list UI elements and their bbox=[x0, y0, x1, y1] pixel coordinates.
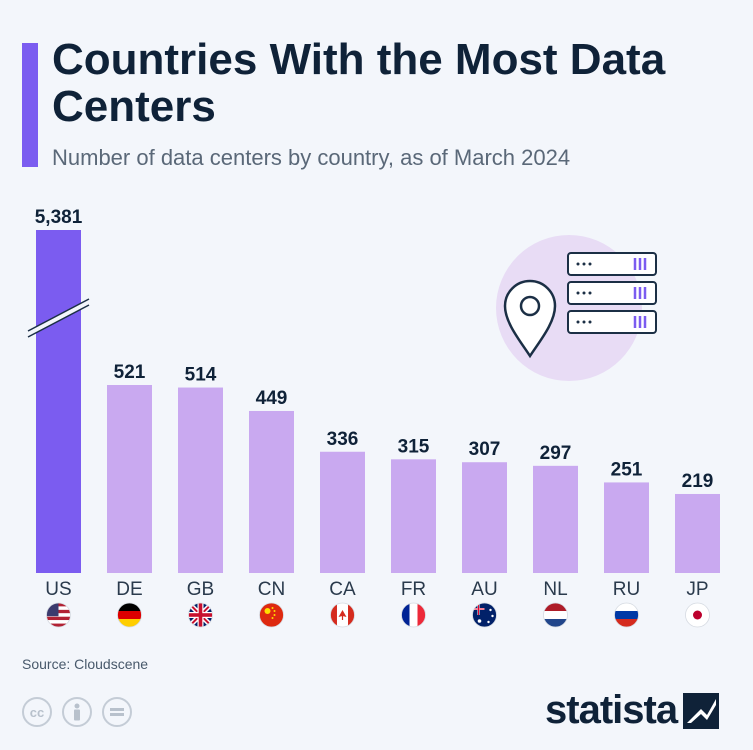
server-location-illustration bbox=[496, 235, 657, 381]
brand-name: statista bbox=[545, 688, 678, 732]
license-icons: cc bbox=[22, 697, 132, 727]
bar-cn[interactable] bbox=[249, 410, 294, 573]
bar-us[interactable] bbox=[36, 230, 81, 573]
server-rack-icon bbox=[567, 252, 657, 334]
source-note: Source: Cloudscene bbox=[22, 656, 149, 672]
flag-fr-icon bbox=[401, 602, 426, 628]
bar-fr[interactable] bbox=[391, 459, 436, 573]
bar-de[interactable] bbox=[107, 385, 152, 573]
axis-break-line-upper bbox=[27, 298, 90, 332]
category-label-jp: JP bbox=[686, 579, 708, 600]
cc-icon[interactable]: cc bbox=[22, 697, 52, 727]
bar-au[interactable] bbox=[462, 462, 507, 573]
flag-jp-icon bbox=[685, 602, 710, 628]
location-pin-icon bbox=[503, 279, 557, 359]
flag-au-icon bbox=[472, 602, 497, 628]
value-label-de: 521 bbox=[114, 362, 146, 383]
flag-ru-icon bbox=[614, 602, 639, 628]
bar-ru[interactable] bbox=[604, 482, 649, 573]
bar-jp[interactable] bbox=[675, 493, 720, 573]
category-label-ru: RU bbox=[613, 579, 640, 600]
category-label-cn: CN bbox=[258, 579, 285, 600]
value-label-gb: 514 bbox=[185, 365, 217, 386]
value-label-us: 5,381 bbox=[35, 207, 83, 228]
bar-chart: 5,381 521 514 449 336 315 307 297 251 219 US DE GB C… bbox=[27, 207, 720, 628]
flag-de-icon bbox=[117, 602, 142, 628]
axis-break-line-lower bbox=[27, 304, 90, 338]
flag-gb-icon bbox=[188, 602, 213, 628]
category-label-fr: FR bbox=[401, 579, 426, 600]
no-derivatives-icon[interactable] bbox=[102, 697, 132, 727]
flag-ca-icon bbox=[330, 602, 355, 628]
category-label-de: DE bbox=[116, 579, 142, 600]
statista-logo[interactable]: statista bbox=[545, 688, 720, 733]
value-label-fr: 315 bbox=[398, 436, 430, 457]
category-label-nl: NL bbox=[543, 579, 567, 600]
chart-title: Countries With the Most Data Centers bbox=[52, 35, 666, 131]
category-label-us: US bbox=[45, 579, 71, 600]
flag-cn-icon bbox=[259, 602, 284, 628]
value-label-au: 307 bbox=[469, 439, 501, 460]
value-label-ru: 251 bbox=[611, 459, 643, 480]
value-label-cn: 449 bbox=[256, 388, 288, 409]
flag-nl-icon bbox=[543, 602, 568, 628]
value-label-nl: 297 bbox=[540, 443, 572, 464]
value-label-ca: 336 bbox=[327, 429, 359, 450]
bar-nl[interactable] bbox=[533, 465, 578, 573]
category-label-gb: GB bbox=[187, 579, 214, 600]
title-accent-bar bbox=[22, 43, 38, 167]
category-label-ca: CA bbox=[329, 579, 356, 600]
axis-break-marker bbox=[28, 299, 89, 337]
bar-ca[interactable] bbox=[320, 451, 365, 573]
chart-subtitle: Number of data centers by country, as of… bbox=[52, 145, 571, 170]
category-label-au: AU bbox=[471, 579, 497, 600]
value-label-jp: 219 bbox=[682, 471, 714, 492]
statista-mark-icon bbox=[683, 692, 720, 729]
flag-us-icon bbox=[46, 602, 71, 628]
attribution-icon[interactable] bbox=[62, 697, 92, 727]
bar-gb[interactable] bbox=[178, 387, 223, 573]
